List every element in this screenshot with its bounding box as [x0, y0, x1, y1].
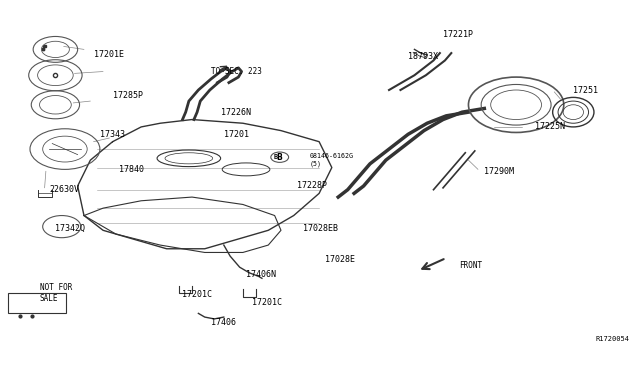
Text: 17290M: 17290M [484, 167, 515, 176]
Text: R1720054: R1720054 [596, 336, 630, 342]
Text: 17201C: 17201C [252, 298, 282, 307]
Text: 17406: 17406 [211, 318, 236, 327]
Text: 17221P: 17221P [443, 30, 473, 39]
Text: TO SEC. 223: TO SEC. 223 [211, 67, 262, 76]
Text: 17201E: 17201E [93, 51, 124, 60]
Text: 17226N: 17226N [221, 108, 251, 117]
Text: 17201: 17201 [224, 130, 249, 139]
Text: 17343: 17343 [100, 130, 125, 139]
Text: 17028EB: 17028EB [303, 224, 338, 233]
Text: B: B [276, 153, 282, 162]
Text: 17225N: 17225N [535, 122, 565, 131]
Text: 17228P: 17228P [297, 182, 327, 190]
Text: 17028E: 17028E [326, 255, 355, 264]
Text: B: B [274, 154, 278, 160]
Text: 17251: 17251 [573, 86, 598, 94]
Text: FRONT: FRONT [459, 261, 482, 270]
Text: 17201C: 17201C [182, 291, 212, 299]
Text: 17406N: 17406N [246, 270, 276, 279]
Text: 17840: 17840 [119, 165, 144, 174]
Text: 17342Q: 17342Q [56, 224, 85, 233]
Text: 08146-6162G
(5): 08146-6162G (5) [310, 153, 353, 167]
Text: NOT FOR
SALE: NOT FOR SALE [40, 283, 72, 303]
Text: 17285P: 17285P [113, 91, 143, 100]
Text: 22630V: 22630V [49, 185, 79, 194]
Text: 18793X: 18793X [408, 52, 438, 61]
Bar [8, 293, 66, 313]
